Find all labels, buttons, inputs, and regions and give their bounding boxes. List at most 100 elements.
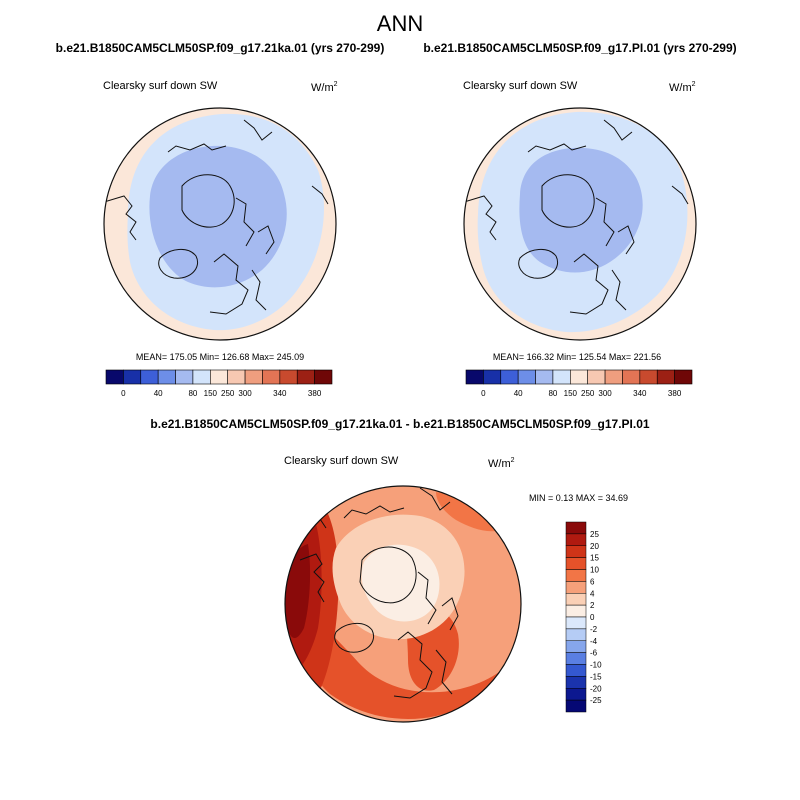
- colorbar-tick-label: 80: [548, 389, 557, 398]
- colorbar-tick-label: -25: [590, 696, 602, 705]
- colorbar-tick-label: -2: [590, 625, 598, 634]
- colorbar-swatch: [565, 664, 587, 677]
- colorbar-tick-label: 300: [238, 389, 252, 398]
- polar-map: [104, 108, 336, 340]
- coastlines: [104, 119, 329, 315]
- colorbar-swatch: [587, 369, 606, 385]
- colorbar-swatch: [639, 369, 658, 385]
- units-label: W/m2: [311, 81, 338, 94]
- polar-map: [464, 108, 696, 340]
- colorbar-tick-label: 25: [590, 530, 599, 539]
- colorbar-swatch: [192, 369, 211, 385]
- colorbar-swatch: [123, 369, 142, 385]
- colorbar-swatch: [140, 369, 159, 385]
- map-boundary: [463, 107, 697, 341]
- colorbar-tick-label: 80: [188, 389, 197, 398]
- colorbar-swatch: [227, 369, 246, 385]
- colorbar-swatch: [565, 557, 587, 570]
- polar-map: [285, 486, 521, 722]
- colorbar-swatch: [483, 369, 502, 385]
- variable-label: Clearsky surf down SW: [284, 455, 399, 467]
- variable-label: Clearsky surf down SW: [103, 80, 218, 92]
- stats-text: MEAN= 166.32 Min= 125.54 Max= 221.56: [493, 352, 661, 362]
- colorbar-swatch: [565, 581, 587, 594]
- field-level-2: [361, 544, 440, 622]
- colorbar-swatch: [517, 369, 536, 385]
- colorbar-swatch: [565, 652, 587, 665]
- colorbar-swatch: [565, 533, 587, 546]
- colorbar-tick-label: 6: [590, 577, 595, 586]
- colorbar-tick-label: 40: [154, 389, 163, 398]
- colorbar-swatch: [565, 521, 587, 535]
- coastlines: [464, 119, 689, 315]
- colorbar: 0 40 80 150 250 300 340 380: [465, 369, 693, 398]
- colorbar-tick-label: 340: [273, 389, 287, 398]
- colorbar-swatch: [570, 369, 588, 385]
- colorbar-tick-label: -15: [590, 672, 602, 681]
- colorbar-swatch: [656, 369, 675, 385]
- figure-title: ANN: [377, 11, 423, 36]
- colorbar: 0 40 80 150 250 300 340 380: [105, 369, 333, 398]
- colorbar-tick-label: -20: [590, 684, 602, 693]
- colorbar-swatch: [552, 369, 571, 385]
- colorbar-swatch: [210, 369, 228, 385]
- colorbar-tick-label: 340: [633, 389, 647, 398]
- colorbar-swatch: [622, 369, 641, 385]
- colorbar-swatch: [105, 369, 124, 385]
- colorbar-tick-label: 0: [590, 613, 595, 622]
- colorbar-swatch: [565, 616, 587, 630]
- map-boundary: [284, 485, 522, 723]
- field-mid-blue: [149, 145, 287, 288]
- colorbar-swatch: [565, 676, 587, 689]
- colorbar-swatch: [565, 688, 587, 701]
- colorbar-swatch: [565, 545, 587, 558]
- panel-title: b.e21.B1850CAM5CLM50SP.f09_g17.21ka.01 (…: [56, 41, 385, 55]
- colorbar-swatch: [565, 640, 587, 653]
- colorbar-tick-label: 150: [564, 389, 578, 398]
- colorbar-tick-label: -10: [590, 661, 602, 670]
- colorbar-tick-label: 4: [590, 589, 595, 598]
- colorbar-swatch: [262, 369, 281, 385]
- field-level-10: [292, 600, 512, 720]
- stats-text: MEAN= 175.05 Min= 126.68 Max= 245.09: [136, 352, 304, 362]
- colorbar-tick-label: 380: [308, 389, 322, 398]
- colorbar-tick-label: 300: [598, 389, 612, 398]
- panel-21ka: b.e21.B1850CAM5CLM50SP.f09_g17.21ka.01 (…: [56, 41, 385, 398]
- colorbar-tick-label: 40: [514, 389, 523, 398]
- field-level-6-north: [436, 492, 500, 532]
- colorbar-tick-label: 15: [590, 554, 599, 563]
- colorbar-swatch: [565, 593, 587, 606]
- colorbar-swatch: [296, 369, 315, 385]
- stats-text: MIN = 0.13 MAX = 34.69: [529, 493, 628, 503]
- units-label: W/m2: [488, 457, 515, 470]
- colorbar-swatch: [604, 369, 623, 385]
- panel-pi: b.e21.B1850CAM5CLM50SP.f09_g17.PI.01 (yr…: [423, 41, 736, 398]
- colorbar-swatch: [314, 369, 333, 385]
- colorbar-tick-label: 150: [204, 389, 218, 398]
- variable-label: Clearsky surf down SW: [463, 80, 578, 92]
- coastlines: [299, 487, 459, 699]
- colorbar-swatch: [465, 369, 484, 385]
- colorbar-swatch: [500, 369, 519, 385]
- colorbar-swatch: [244, 369, 263, 385]
- colorbar-swatch: [157, 369, 176, 385]
- colorbar-tick-label: 380: [668, 389, 682, 398]
- colorbar-swatch: [565, 604, 587, 618]
- colorbar-tick-label: 250: [581, 389, 595, 398]
- colorbar-tick-label: -6: [590, 649, 598, 658]
- colorbar-tick-label: -4: [590, 637, 598, 646]
- colorbar-tick-label: 0: [121, 389, 126, 398]
- colorbar-tick-label: 250: [221, 389, 235, 398]
- units-label: W/m2: [669, 81, 696, 94]
- colorbar-swatch: [279, 369, 298, 385]
- colorbar-swatch: [674, 369, 693, 385]
- colorbar-tick-label: 10: [590, 566, 599, 575]
- map-boundary: [103, 107, 337, 341]
- panel-difference: b.e21.B1850CAM5CLM50SP.f09_g17.21ka.01 -…: [150, 417, 650, 723]
- colorbar-swatch: [565, 699, 587, 713]
- colorbar-swatch: [175, 369, 194, 385]
- panel-title: b.e21.B1850CAM5CLM50SP.f09_g17.PI.01 (yr…: [423, 41, 736, 55]
- colorbar-swatch: [535, 369, 554, 385]
